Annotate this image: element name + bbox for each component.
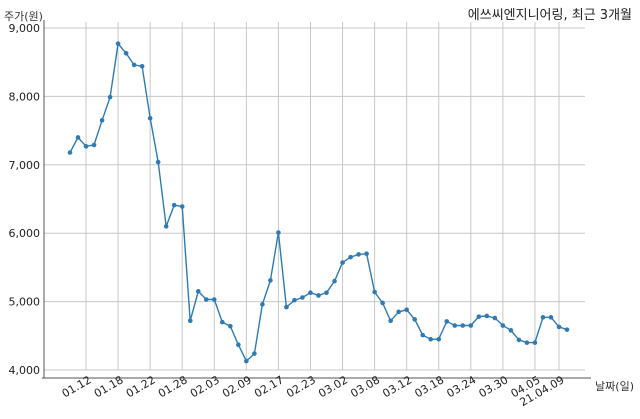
data-point bbox=[99, 118, 105, 123]
data-point bbox=[236, 342, 241, 347]
chart-title: 에쓰씨엔지니어링, 최근 3개월 bbox=[467, 8, 632, 23]
data-point bbox=[252, 351, 257, 356]
data-point bbox=[115, 41, 121, 47]
data-point bbox=[420, 332, 426, 338]
price-series bbox=[67, 41, 570, 364]
data-point bbox=[492, 315, 498, 321]
data-point bbox=[348, 254, 353, 260]
data-point bbox=[139, 64, 145, 69]
data-point bbox=[332, 278, 337, 284]
data-point bbox=[452, 323, 458, 328]
y-tick-label: 4,000 bbox=[9, 364, 41, 377]
x-tick-label: 03.30 bbox=[477, 373, 511, 400]
data-point bbox=[324, 290, 329, 296]
data-point bbox=[564, 327, 570, 332]
data-point bbox=[516, 337, 522, 343]
data-point bbox=[228, 323, 233, 329]
data-point bbox=[220, 319, 225, 325]
data-point bbox=[476, 314, 482, 319]
x-axis-label: 날짜(일) bbox=[595, 379, 634, 393]
data-point bbox=[356, 252, 361, 257]
x-tick-label: 02.03 bbox=[188, 373, 222, 400]
x-tick-label: 02.17 bbox=[252, 373, 286, 400]
data-point bbox=[508, 328, 514, 333]
x-tick-label: 01.28 bbox=[156, 373, 190, 400]
y-tick-label: 7,000 bbox=[9, 159, 41, 172]
x-tick-label: 03.24 bbox=[445, 373, 479, 400]
data-point bbox=[388, 318, 393, 324]
data-point bbox=[244, 358, 249, 364]
data-point bbox=[444, 319, 450, 324]
data-point bbox=[155, 159, 161, 165]
x-tick-label: 02.09 bbox=[220, 373, 254, 400]
data-point bbox=[404, 307, 409, 313]
data-point bbox=[91, 142, 97, 148]
data-point bbox=[187, 318, 193, 324]
x-tick-label: 03.12 bbox=[380, 373, 414, 400]
data-point bbox=[147, 115, 153, 121]
data-point bbox=[460, 323, 466, 328]
data-point bbox=[484, 313, 490, 319]
data-point bbox=[428, 336, 434, 342]
data-point bbox=[556, 324, 562, 330]
data-point bbox=[540, 315, 546, 320]
data-point bbox=[195, 289, 201, 294]
data-point bbox=[548, 315, 554, 320]
x-tick-labels: 01.1201.1801.2201.2802.0302.0902.1702.23… bbox=[60, 373, 567, 409]
data-point bbox=[316, 293, 321, 298]
data-point bbox=[364, 251, 369, 257]
data-point bbox=[131, 62, 137, 68]
data-point bbox=[107, 94, 113, 100]
data-point bbox=[372, 289, 377, 295]
data-point bbox=[524, 340, 530, 345]
data-point bbox=[380, 300, 385, 306]
y-tick-label: 6,000 bbox=[9, 227, 41, 240]
data-point bbox=[500, 323, 506, 328]
data-point bbox=[75, 135, 81, 140]
data-point bbox=[268, 278, 273, 283]
grid-lines bbox=[44, 22, 585, 371]
data-point bbox=[396, 309, 401, 315]
x-tick-label: 02.23 bbox=[284, 373, 318, 400]
x-tick-label: 03.18 bbox=[412, 373, 446, 400]
x-tick-label: 01.12 bbox=[60, 373, 94, 400]
data-point bbox=[292, 297, 297, 303]
data-point bbox=[211, 297, 217, 302]
data-point bbox=[179, 204, 185, 209]
y-tick-label: 5,000 bbox=[9, 296, 41, 309]
y-tick-label: 8,000 bbox=[9, 90, 41, 103]
data-point bbox=[308, 290, 313, 296]
data-point bbox=[300, 295, 305, 300]
data-point bbox=[284, 304, 289, 310]
data-point bbox=[123, 51, 129, 56]
x-tick-label: 03.08 bbox=[348, 373, 382, 400]
data-point bbox=[260, 302, 265, 307]
x-tick-label: 01.22 bbox=[124, 373, 158, 400]
data-point bbox=[412, 317, 417, 322]
data-point bbox=[171, 202, 177, 208]
y-tick-labels: 4,000 5,000 6,000 7,000 8,000 9,000 bbox=[9, 22, 41, 377]
data-point bbox=[276, 230, 281, 235]
data-point bbox=[532, 340, 538, 345]
y-tick-label: 9,000 bbox=[9, 22, 41, 35]
data-point bbox=[468, 323, 474, 328]
data-point bbox=[163, 224, 169, 229]
x-tick-label: 01.18 bbox=[92, 373, 126, 400]
axes bbox=[42, 20, 591, 379]
data-point bbox=[83, 144, 89, 149]
data-point bbox=[67, 150, 73, 155]
y-axis-label: 주가(원) bbox=[4, 10, 43, 23]
series-line bbox=[69, 42, 568, 363]
x-tick-label: 03.02 bbox=[316, 373, 350, 400]
data-point bbox=[203, 297, 209, 302]
data-point bbox=[436, 336, 442, 342]
data-point bbox=[340, 260, 345, 265]
